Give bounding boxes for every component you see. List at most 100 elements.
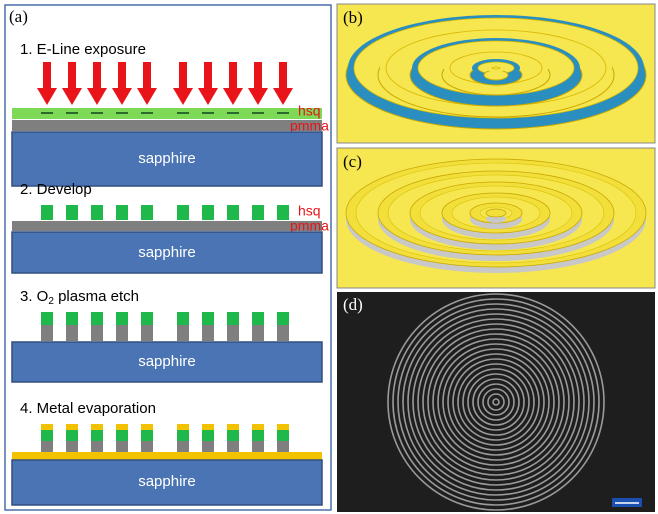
hsq-line bbox=[91, 430, 103, 441]
step-title-part: plasma etch bbox=[54, 288, 139, 305]
arrow-shaft bbox=[68, 62, 76, 90]
arrow-shaft bbox=[254, 62, 262, 90]
pmma-line bbox=[91, 441, 103, 452]
hsq-line bbox=[116, 430, 128, 441]
metal-cap bbox=[202, 424, 214, 430]
hsq-line bbox=[141, 430, 153, 441]
arrow-shaft bbox=[143, 62, 151, 90]
metal-layer bbox=[12, 452, 322, 460]
exposed-mark bbox=[202, 112, 214, 114]
substrate-label: sapphire bbox=[138, 353, 196, 370]
panel-label: (c) bbox=[343, 152, 362, 171]
metal-cap bbox=[141, 424, 153, 430]
hsq-line bbox=[66, 312, 78, 325]
step-title: 1. E-Line exposure bbox=[20, 41, 146, 58]
hsq-layer bbox=[12, 108, 322, 119]
exposed-mark bbox=[41, 112, 53, 114]
hsq-line bbox=[202, 205, 214, 220]
hsq-line bbox=[141, 312, 153, 325]
panel-label: (d) bbox=[343, 295, 363, 314]
arrow-shaft bbox=[43, 62, 51, 90]
metal-cap bbox=[91, 424, 103, 430]
pmma-layer bbox=[12, 120, 322, 131]
exposed-mark bbox=[277, 112, 289, 114]
ring-top bbox=[486, 209, 506, 217]
step-title: 3. O2 plasma etch bbox=[20, 288, 139, 307]
pmma-line bbox=[141, 441, 153, 452]
arrow-shaft bbox=[279, 62, 287, 90]
step-title-part: 1. E-Line exposure bbox=[20, 41, 146, 58]
step-title: 4. Metal evaporation bbox=[20, 400, 156, 417]
hsq-line bbox=[227, 430, 239, 441]
metal-cap bbox=[227, 424, 239, 430]
pmma-layer bbox=[12, 221, 322, 231]
hsq-line bbox=[277, 430, 289, 441]
hsq-line bbox=[41, 430, 53, 441]
hsq-line bbox=[177, 205, 189, 220]
hsq-line bbox=[177, 430, 189, 441]
pmma-line bbox=[116, 325, 128, 341]
hsq-line bbox=[141, 205, 153, 220]
hsq-line bbox=[91, 312, 103, 325]
metal-cap bbox=[66, 424, 78, 430]
step-title-part: 4. Metal evaporation bbox=[20, 400, 156, 417]
hsq-line bbox=[41, 312, 53, 325]
pmma-line bbox=[177, 325, 189, 341]
pmma-line bbox=[202, 325, 214, 341]
hsq-line bbox=[91, 205, 103, 220]
hsq-line bbox=[227, 205, 239, 220]
pmma-line bbox=[141, 325, 153, 341]
figure: 1. E-Line exposurehsqpmmasapphire2. Deve… bbox=[0, 0, 658, 514]
hsq-line bbox=[252, 312, 264, 325]
substrate-label: sapphire bbox=[138, 150, 196, 167]
pmma-line bbox=[252, 441, 264, 452]
exposed-mark bbox=[141, 112, 153, 114]
pmma-line bbox=[202, 441, 214, 452]
arrow-shaft bbox=[204, 62, 212, 90]
pmma-line bbox=[41, 325, 53, 341]
exposed-mark bbox=[177, 112, 189, 114]
metal-cap bbox=[116, 424, 128, 430]
exposed-mark bbox=[66, 112, 78, 114]
pmma-line bbox=[91, 325, 103, 341]
arrow-shaft bbox=[179, 62, 187, 90]
pmma-line bbox=[66, 325, 78, 341]
hsq-line bbox=[116, 312, 128, 325]
step-title-part: 3. O bbox=[20, 288, 48, 305]
pmma-line bbox=[41, 441, 53, 452]
pmma-line bbox=[116, 441, 128, 452]
hsq-line bbox=[277, 312, 289, 325]
pmma-line bbox=[66, 441, 78, 452]
exposed-mark bbox=[91, 112, 103, 114]
ring-top bbox=[492, 67, 500, 69]
pmma-line bbox=[227, 441, 239, 452]
exposed-mark bbox=[116, 112, 128, 114]
hsq-line bbox=[252, 430, 264, 441]
hsq-line bbox=[277, 205, 289, 220]
pmma-line bbox=[277, 441, 289, 452]
pmma-line bbox=[252, 325, 264, 341]
pmma-line bbox=[177, 441, 189, 452]
hsq-line bbox=[177, 312, 189, 325]
hsq-line bbox=[227, 312, 239, 325]
hsq-line bbox=[66, 205, 78, 220]
layer-label: hsq bbox=[298, 103, 321, 119]
arrow-shaft bbox=[93, 62, 101, 90]
metal-cap bbox=[252, 424, 264, 430]
step-title: 2. Develop bbox=[20, 181, 92, 198]
hsq-line bbox=[66, 430, 78, 441]
substrate-label: sapphire bbox=[138, 244, 196, 261]
hsq-line bbox=[41, 205, 53, 220]
hsq-line bbox=[202, 430, 214, 441]
panel-d-frame bbox=[337, 292, 655, 512]
metal-cap bbox=[177, 424, 189, 430]
step-title-part: 2. Develop bbox=[20, 181, 92, 198]
hsq-line bbox=[202, 312, 214, 325]
panel-label: (a) bbox=[9, 7, 28, 26]
layer-label: hsq bbox=[298, 203, 321, 219]
arrow-shaft bbox=[229, 62, 237, 90]
panel-label: (b) bbox=[343, 8, 363, 27]
pmma-line bbox=[227, 325, 239, 341]
metal-cap bbox=[277, 424, 289, 430]
exposed-mark bbox=[252, 112, 264, 114]
